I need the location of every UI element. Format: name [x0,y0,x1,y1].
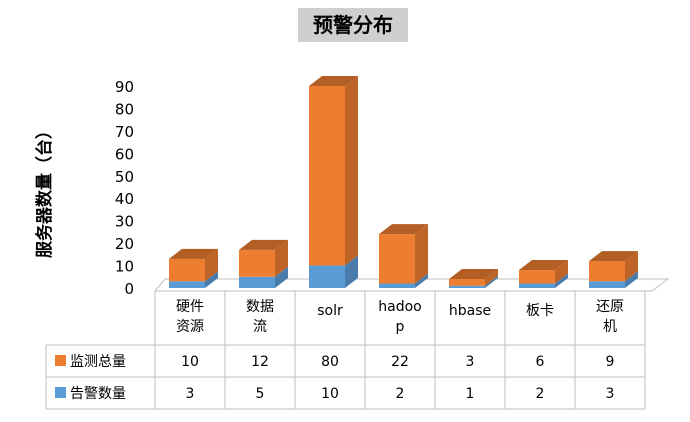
bar-segment [379,273,428,288]
data-label: 10 [181,354,199,370]
legend-swatch [55,387,66,398]
bar-side [555,273,568,288]
legend-label: 告警数量 [70,386,126,402]
bar-top [589,251,638,262]
x-tick-label: 还原 [596,299,624,315]
data-label: 1 [466,386,475,402]
y-axis-label: 服务器数量（台） [34,122,55,258]
bar-side [625,271,638,288]
data-label: 22 [391,354,409,370]
x-tick-label: 机 [603,319,617,335]
x-tick-label: p [396,319,405,335]
x-tick-label: solr [317,303,343,319]
bar-front [169,258,205,282]
x-tick-label: hadoo [378,299,421,315]
bar-top [169,248,218,259]
plot-area: 0 10 20 30 40 50 60 70 80 90 [115,76,670,298]
bar-segment [519,273,568,288]
bar-segment [309,255,358,288]
bar-front [589,261,625,282]
bar-side [205,248,218,282]
x-tick-label: 流 [253,319,267,335]
bar-front [379,283,415,288]
bar-top [309,76,358,86]
bar-front [519,283,555,288]
bar-side [485,275,498,288]
bar-top [449,269,498,280]
bar-side [275,266,288,288]
y-tick-label: 40 [115,190,134,208]
y-tick-label: 90 [115,78,134,96]
bar-front [449,285,485,288]
data-label: 10 [321,386,339,402]
bar-front [239,249,275,277]
x-tick-label: 板卡 [526,303,554,319]
y-tick-label: 20 [115,235,134,253]
bar-top [379,224,428,235]
data-label: 5 [256,386,265,402]
x-tick-label: 硬件 [176,299,204,315]
y-tick-label: 30 [115,213,134,231]
data-label: 12 [251,354,269,370]
y-tick-label: 70 [115,123,134,141]
bar-side [485,269,498,286]
bar-front [449,279,485,286]
bar-segment [169,271,218,288]
bar-segment [519,260,568,284]
data-label: 6 [536,354,545,370]
y-tick-label: 80 [115,100,134,118]
bar-side [275,239,288,277]
bar-front [589,281,625,288]
bar-segment [169,248,218,282]
data-label: 3 [466,354,475,370]
bar-side [625,251,638,282]
y-tick-label: 50 [115,168,134,186]
y-tick-label: 10 [115,258,134,276]
bar-side [345,255,358,288]
title-background [298,8,408,42]
bar-top [519,260,568,271]
data-label: 80 [321,354,339,370]
bar-segment [309,76,358,266]
bar-front [519,270,555,284]
bar-side [555,260,568,284]
bar-segment [589,251,638,282]
bar-top [239,239,288,250]
y-tick-label: 0 [124,280,134,298]
legend-swatch [55,355,66,366]
x-tick-label: 数据 [246,299,274,315]
data-label: 2 [536,386,545,402]
chart-title: 预警分布 [313,13,393,37]
bar-side [415,224,428,284]
bar-segment [239,266,288,288]
x-tick-label: 资源 [176,319,204,335]
bar-front [239,276,275,288]
bar-segment [239,239,288,277]
bar-side [415,273,428,288]
bar-segment [589,271,638,288]
x-tick-label: hbase [449,303,491,319]
legend-label: 监测总量 [70,354,126,370]
y-tick-label: 60 [115,145,134,163]
data-label: 3 [606,386,615,402]
bar-front [309,86,345,266]
bar-segment [449,269,498,286]
data-label: 2 [396,386,405,402]
bar-front [309,265,345,288]
bar-side [345,76,358,266]
bar-side [205,271,218,288]
bar-front [169,281,205,288]
data-label: 9 [606,354,615,370]
data-label: 3 [186,386,195,402]
bar-front [379,234,415,284]
bar-segment [379,224,428,284]
bar-segment [449,275,498,288]
